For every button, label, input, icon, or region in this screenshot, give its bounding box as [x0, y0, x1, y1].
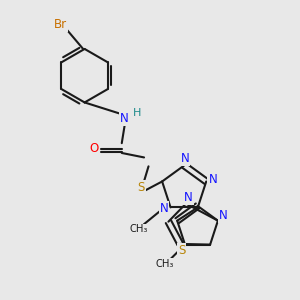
Text: N: N [180, 152, 189, 165]
Text: CH₃: CH₃ [156, 259, 174, 269]
Text: H: H [133, 108, 141, 118]
Text: N: N [160, 202, 168, 215]
Text: O: O [89, 142, 98, 155]
Text: N: N [120, 112, 129, 125]
Text: S: S [178, 244, 185, 257]
Text: CH₃: CH₃ [130, 224, 148, 234]
Text: N: N [219, 209, 228, 222]
Text: N: N [208, 173, 217, 187]
Text: Br: Br [54, 18, 68, 31]
Text: S: S [137, 181, 145, 194]
Text: N: N [184, 190, 193, 204]
